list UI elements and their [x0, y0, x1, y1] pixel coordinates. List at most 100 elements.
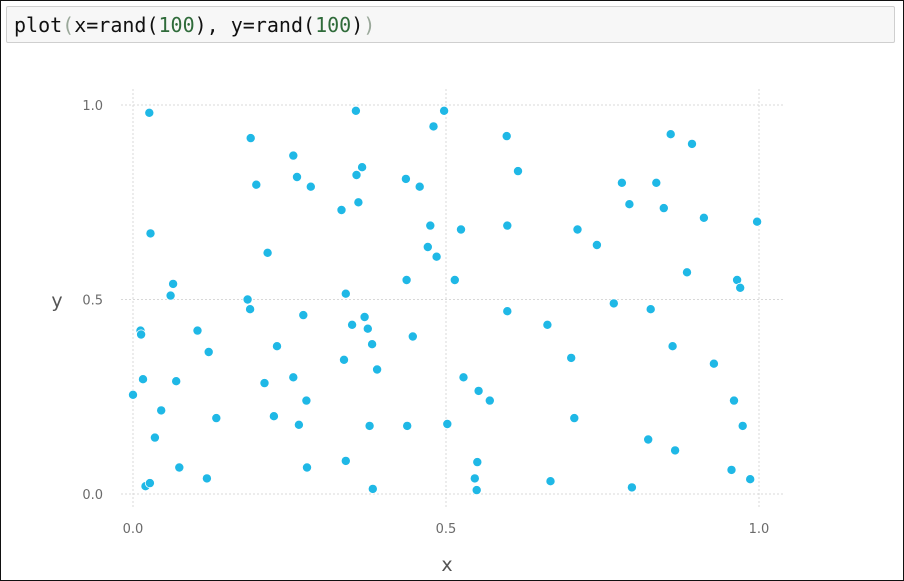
scatter-point: [174, 462, 185, 473]
tick-labels: 0.0 0.5 1.0 0.0 0.5 1.0: [82, 99, 769, 537]
scatter-point: [242, 294, 253, 305]
scatter-point: [137, 374, 148, 385]
scatter-point: [726, 464, 737, 475]
scatter-point: [458, 372, 469, 383]
scatter-point: [572, 224, 583, 235]
scatter-point: [502, 306, 513, 317]
scatter-point: [682, 267, 693, 278]
scatter-point: [362, 323, 373, 334]
y-tick-label: 1.0: [82, 99, 103, 114]
scatter-point: [545, 476, 556, 487]
scatter-point: [338, 354, 349, 365]
scatter-point: [428, 121, 439, 132]
scatter-point: [359, 311, 370, 322]
scatter-point: [501, 131, 512, 142]
scatter-point: [347, 319, 358, 330]
scatter-plot: 0.0 0.5 1.0 0.0 0.5 1.0 x y: [51, 89, 784, 576]
scatter-point: [203, 346, 214, 357]
scatter-point: [201, 473, 212, 484]
scatter-point: [708, 358, 719, 369]
scatter-point: [291, 172, 302, 183]
code-close-outer: ): [363, 13, 376, 37]
scatter-point: [305, 181, 316, 192]
scatter-point: [439, 105, 450, 116]
scatter-point: [407, 331, 418, 342]
scatter-point: [372, 364, 383, 375]
scatter-point: [472, 457, 483, 468]
scatter-point: [301, 395, 312, 406]
code-function-name: plot: [14, 13, 63, 37]
plot-output: 0.0 0.5 1.0 0.0 0.5 1.0 x y: [1, 51, 903, 580]
scatter-point: [288, 372, 299, 383]
scatter-point: [353, 197, 364, 208]
scatter-point: [422, 241, 433, 252]
scatter-point: [414, 181, 425, 192]
scatter-point: [144, 107, 155, 118]
scatter-point: [698, 212, 709, 223]
scatter-point: [542, 319, 553, 330]
x-tick-label: 0.5: [436, 522, 457, 537]
code-open-paren: (: [62, 13, 75, 37]
scatter-point: [735, 282, 746, 293]
scatter-point: [626, 482, 637, 493]
scatter-point: [442, 418, 453, 429]
y-axis-label: y: [51, 290, 62, 312]
y-tick-label: 0.0: [82, 488, 103, 503]
x-tick-label: 0.0: [123, 522, 144, 537]
code-input-cell[interactable]: plot(x=rand(100), y=rand(100)): [6, 6, 895, 43]
scatter-point: [367, 483, 378, 494]
scatter-point: [651, 177, 662, 188]
scatter-point: [144, 478, 155, 489]
scatter-point: [729, 395, 740, 406]
scatter-point: [350, 105, 361, 116]
scatter-point: [645, 304, 656, 315]
scatter-point: [165, 290, 176, 301]
scatter-point: [340, 455, 351, 466]
grid-lines: [121, 89, 784, 509]
scatter-point: [271, 341, 282, 352]
scatter-point: [643, 434, 654, 445]
scatter-point: [608, 298, 619, 309]
scatter-point: [591, 239, 602, 250]
scatter-point: [245, 133, 256, 144]
scatter-point: [658, 203, 669, 214]
scatter-point: [340, 288, 351, 299]
code-number-2: 100: [315, 13, 352, 37]
scatter-point: [687, 138, 698, 149]
code-args-x: x=rand(: [74, 13, 159, 37]
scatter-point: [400, 173, 411, 184]
scatter-point: [251, 179, 262, 190]
code-close-inner: ): [351, 13, 364, 37]
scatter-point: [136, 329, 147, 340]
scatter-point: [624, 199, 635, 210]
code-line[interactable]: plot(x=rand(100), y=rand(100)): [14, 12, 375, 38]
scatter-point: [745, 474, 756, 485]
data-points: [128, 105, 763, 496]
scatter-point: [145, 228, 156, 239]
scatter-point: [616, 177, 627, 188]
scatter-point: [471, 485, 482, 496]
scatter-point: [449, 274, 460, 285]
code-args-y: ), y=rand(: [194, 13, 316, 37]
y-tick-label: 0.5: [82, 294, 103, 309]
scatter-point: [351, 170, 362, 181]
scatter-point: [665, 129, 676, 140]
x-tick-label: 1.0: [749, 522, 770, 537]
scatter-point: [667, 341, 678, 352]
scatter-point: [149, 432, 160, 443]
scatter-point: [473, 385, 484, 396]
x-axis-label: x: [441, 554, 452, 576]
scatter-point: [566, 352, 577, 363]
scatter-point: [670, 445, 681, 456]
scatter-point: [259, 378, 270, 389]
scatter-point: [262, 247, 273, 258]
scatter-point: [357, 162, 368, 173]
scatter-point: [484, 395, 495, 406]
scatter-point: [336, 204, 347, 215]
scatter-point: [298, 310, 309, 321]
scatter-point: [268, 411, 279, 422]
scatter-point: [431, 251, 442, 262]
scatter-point: [156, 405, 167, 416]
scatter-point: [192, 325, 203, 336]
